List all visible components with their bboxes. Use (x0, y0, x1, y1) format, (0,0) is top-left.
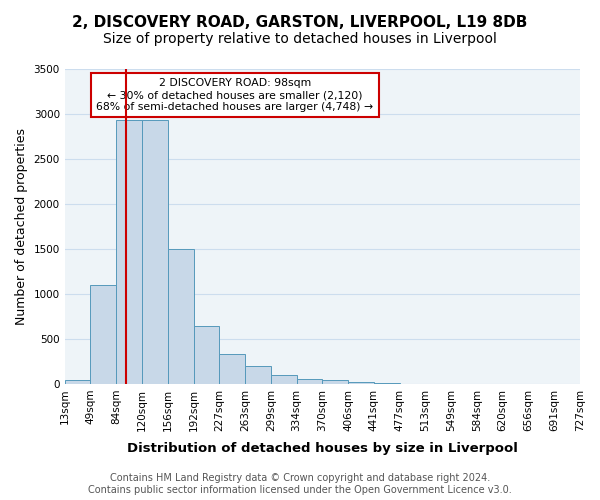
Bar (219, 354, 245, 384)
Text: Contains HM Land Registry data © Crown copyright and database right 2024.
Contai: Contains HM Land Registry data © Crown c… (88, 474, 512, 495)
Bar (142, 120, 168, 384)
Bar (168, 249, 193, 384)
Bar (91, 285, 116, 384)
Bar (245, 366, 271, 384)
Y-axis label: Number of detached properties: Number of detached properties (15, 128, 28, 325)
Text: 2, DISCOVERY ROAD, GARSTON, LIVERPOOL, L19 8DB: 2, DISCOVERY ROAD, GARSTON, LIVERPOOL, L… (73, 15, 527, 30)
Bar (116, 120, 142, 384)
X-axis label: Distribution of detached houses by size in Liverpool: Distribution of detached houses by size … (127, 442, 518, 455)
Bar (348, 382, 374, 384)
Bar (193, 326, 219, 384)
Bar (65, 380, 91, 384)
Bar (271, 375, 296, 384)
Bar (322, 380, 348, 384)
Bar (296, 380, 322, 384)
Text: Size of property relative to detached houses in Liverpool: Size of property relative to detached ho… (103, 32, 497, 46)
Text: 2 DISCOVERY ROAD: 98sqm
← 30% of detached houses are smaller (2,120)
68% of semi: 2 DISCOVERY ROAD: 98sqm ← 30% of detache… (96, 78, 373, 112)
